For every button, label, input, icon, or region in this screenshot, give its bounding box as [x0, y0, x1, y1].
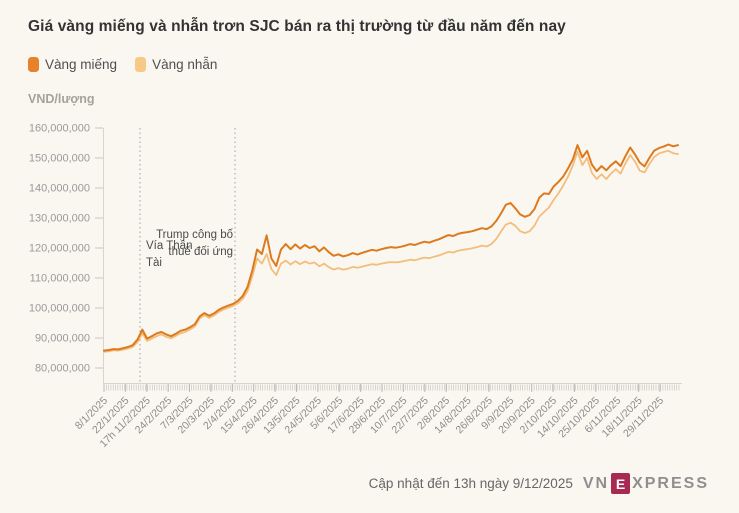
vang-nhan-swatch-icon: [135, 57, 147, 72]
legend-item-vang-nhan: Vàng nhẫn: [135, 57, 217, 72]
legend-label: Vàng miếng: [45, 57, 118, 72]
y-axis-unit-label: VND/lượng: [28, 92, 95, 106]
vnexpress-logo: VN E XPRESS: [583, 473, 709, 494]
y-axis-tick-label: 120,000,000: [29, 243, 90, 255]
y-axis-tick-label: 150,000,000: [29, 153, 90, 165]
legend-item-vang-mieng: Vàng miếng: [28, 57, 117, 72]
y-axis-tick-label: 90,000,000: [35, 333, 90, 345]
y-axis-tick-label: 130,000,000: [29, 213, 90, 225]
series-line-vang-nhan: [103, 149, 679, 353]
logo-text-xpress: XPRESS: [632, 474, 709, 492]
logo-e-badge-icon: E: [611, 473, 631, 494]
annotation-trump-tariff: Trump công bố thuế đối ứng: [156, 229, 233, 258]
series-line-vang-mieng: [103, 143, 679, 352]
y-axis-tick-label: 140,000,000: [29, 183, 90, 195]
updated-timestamp: Cập nhật đến 13h ngày 9/12/2025: [368, 476, 573, 491]
logo-text-vn: VN: [582, 474, 610, 492]
vang-mieng-swatch-icon: [28, 57, 39, 72]
page-title: Giá vàng miếng và nhẫn trơn SJC bán ra t…: [28, 18, 566, 35]
y-axis-tick-label: 160,000,000: [29, 123, 90, 135]
legend: Vàng miếng Vàng nhẫn: [28, 57, 217, 72]
annotation-via-than-tai: Vía Thần Tài: [146, 240, 193, 269]
legend-label: Vàng nhẫn: [152, 57, 218, 72]
y-axis-tick-label: 110,000,000: [30, 273, 90, 285]
footer: Cập nhật đến 13h ngày 9/12/2025 VN E XPR…: [369, 473, 709, 494]
y-axis-tick-label: 80,000,000: [35, 363, 90, 375]
y-axis-tick-label: 100,000,000: [29, 303, 90, 315]
x-axis-minor-ticks: [103, 384, 680, 391]
